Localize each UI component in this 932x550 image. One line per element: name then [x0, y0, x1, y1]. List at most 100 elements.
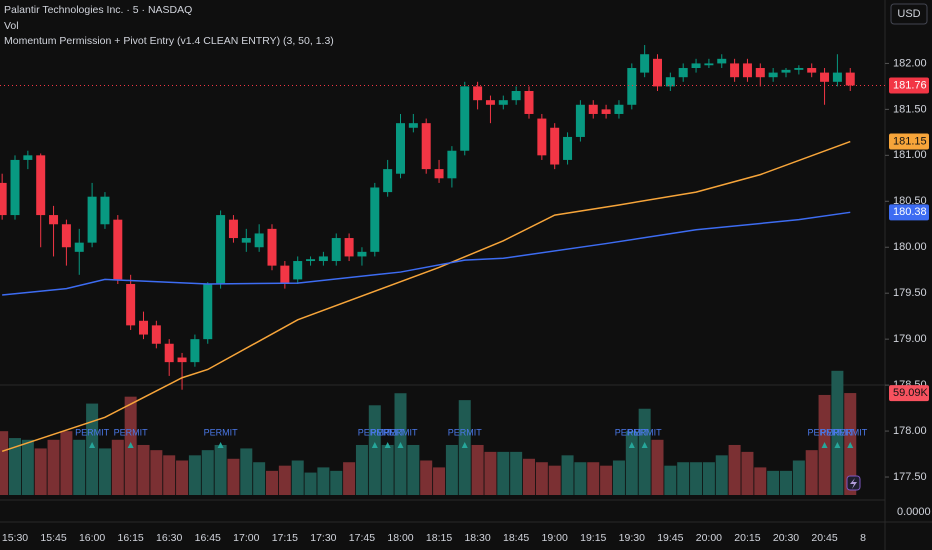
x-tick-label: 17:00 — [233, 532, 259, 544]
candle-body — [627, 68, 637, 105]
annotation-label: PERMIT — [114, 427, 149, 437]
price-badge-label: 181.76 — [893, 79, 927, 91]
candle-body — [254, 233, 264, 248]
annotation-marker — [461, 442, 468, 448]
candle-body — [653, 58, 662, 87]
candle-body — [228, 219, 238, 239]
y-tick-label: 177.50 — [893, 471, 927, 483]
candle-body — [10, 159, 20, 216]
candle-body — [203, 284, 213, 340]
volume-bar — [600, 465, 613, 495]
candle-body — [0, 182, 7, 216]
candle-body — [126, 284, 136, 326]
volume-bar — [831, 370, 844, 495]
volume-bar — [638, 408, 651, 495]
volume-bar — [510, 451, 523, 495]
x-tick-label: 8 — [860, 532, 866, 544]
annotation-marker — [217, 442, 224, 448]
candle-body — [781, 69, 791, 73]
y-tick-label: 182.00 — [893, 57, 927, 69]
x-tick-label: 18:00 — [387, 532, 413, 544]
candle-body — [755, 68, 765, 78]
annotation-label: PERMIT — [448, 427, 483, 437]
y-tick-label: 180.50 — [893, 195, 927, 207]
volume-bar — [574, 462, 587, 495]
candle-body — [820, 72, 830, 82]
annotation-label: PERMIT — [808, 427, 843, 437]
x-tick-label: 16:45 — [195, 532, 221, 544]
volume-bar — [741, 451, 754, 495]
annotation-marker — [834, 442, 841, 448]
volume-bar — [651, 439, 664, 495]
volume-bar — [523, 458, 535, 495]
x-tick-label: 17:15 — [272, 532, 298, 544]
candle-body — [344, 238, 354, 257]
x-tick-label: 19:15 — [580, 532, 606, 544]
annotation-marker — [628, 442, 635, 448]
candle-body — [575, 104, 585, 137]
candle-body — [396, 123, 405, 174]
candle-body — [742, 63, 752, 78]
annotation-marker — [821, 442, 828, 448]
candle-body — [511, 90, 521, 101]
annotation-marker — [641, 442, 648, 448]
volume-bar — [445, 444, 458, 495]
candle-body — [485, 100, 495, 105]
volume-bar — [86, 403, 99, 495]
volume-bar — [407, 444, 420, 495]
price-badge — [889, 77, 929, 94]
annotation-label: PERMIT — [371, 427, 406, 437]
candle-body — [100, 196, 110, 225]
volume-bar — [535, 462, 548, 495]
volume-bar — [690, 462, 703, 495]
volume-bar — [137, 444, 150, 495]
volume-bar — [98, 448, 111, 495]
candle-body — [421, 123, 431, 170]
volume-bar — [677, 462, 690, 495]
currency-button[interactable] — [890, 3, 928, 25]
annotation-marker — [397, 442, 404, 448]
y-tick-label: 179.50 — [893, 287, 927, 299]
annotation-marker — [127, 442, 134, 448]
volume-bar — [780, 470, 792, 495]
annotation-label: PERMIT — [75, 427, 110, 437]
annotation-label: PERMIT — [383, 427, 418, 437]
candle-body — [293, 261, 303, 280]
x-tick-label: 20:00 — [696, 532, 722, 544]
candle-body — [524, 90, 534, 114]
price-badge-label: 180.38 — [893, 206, 927, 218]
candle-body — [691, 63, 701, 69]
candle-body — [832, 72, 842, 82]
candle-body — [23, 155, 33, 160]
candle-body — [434, 169, 444, 179]
volume-bar — [176, 460, 189, 495]
currency-label[interactable]: USD — [897, 8, 920, 20]
volume-bar — [767, 470, 780, 495]
candle-body — [563, 136, 573, 160]
volume-bar — [9, 438, 21, 495]
annotation-marker — [89, 442, 96, 448]
candle-body — [408, 123, 418, 128]
price-badge — [889, 133, 929, 150]
x-tick-label: 19:45 — [657, 532, 683, 544]
candle-body — [614, 104, 624, 114]
candle-body — [807, 68, 817, 73]
candle-body — [383, 169, 393, 193]
candle-body — [601, 109, 611, 114]
volume-bar — [420, 460, 433, 495]
volume-bar — [304, 472, 317, 495]
candle-body — [267, 228, 277, 266]
volume-bar — [381, 444, 394, 495]
candle-body — [640, 54, 650, 73]
volume-bar — [715, 455, 728, 495]
volume-bar — [227, 458, 240, 495]
x-tick-label: 17:45 — [349, 532, 375, 544]
candle-body — [794, 68, 804, 70]
volume-bar — [201, 450, 214, 495]
annotation-label: PERMIT — [204, 427, 239, 437]
volume-bar — [625, 431, 638, 495]
candle-body — [550, 127, 560, 165]
annotation-label: PERMIT — [615, 427, 650, 437]
indicator-title: Momentum Permission + Pivot Entry (v1.4 … — [4, 35, 334, 47]
